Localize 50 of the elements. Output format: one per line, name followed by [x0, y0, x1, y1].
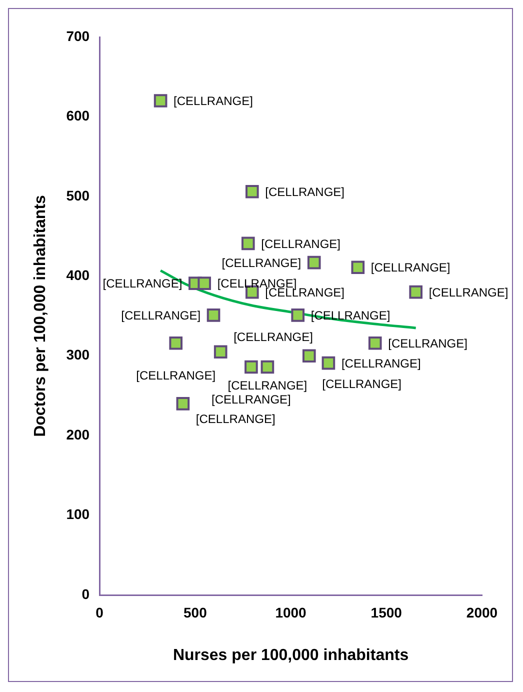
y-axis-title: Doctors per 100,000 inhabitants — [32, 194, 50, 437]
data-label: [CELLRANGE] — [217, 276, 297, 291]
data-label: [CELLRANGE] — [322, 377, 402, 392]
x-tick-label: 500 — [183, 604, 208, 620]
point — [169, 336, 183, 350]
point — [368, 336, 382, 350]
point — [244, 360, 258, 374]
x-tick-label: 1000 — [275, 604, 307, 620]
point — [176, 397, 190, 410]
point — [198, 276, 212, 290]
x-tick-label: 2000 — [466, 604, 498, 620]
data-label: [CELLRANGE] — [341, 356, 421, 370]
point — [409, 285, 422, 299]
y-tick-label: 700 — [66, 28, 90, 44]
y-tick-label: 0 — [82, 586, 90, 602]
data-label: [CELLRANGE] — [102, 276, 182, 291]
x-axis-title: Nurses per 100,000 inhabitants — [172, 646, 409, 664]
data-label: [CELLRANGE] — [121, 308, 201, 323]
data-label: [CELLRANGE] — [261, 236, 340, 251]
data-label: [CELLRANGE] — [310, 308, 390, 323]
data-label: [CELLRANGE] — [234, 330, 313, 344]
data-label: [CELLRANGE] — [428, 285, 508, 300]
point — [214, 345, 228, 359]
point — [206, 308, 220, 322]
data-label: [CELLRANGE] — [196, 412, 276, 426]
point — [241, 236, 255, 250]
point — [154, 94, 168, 108]
data-label: [CELLRANGE] — [228, 378, 308, 392]
x-tick-label: 1500 — [370, 604, 402, 620]
data-label: [CELLRANGE] — [222, 256, 302, 270]
point — [302, 349, 316, 363]
x-tick-label: 0 — [96, 604, 104, 620]
data-label: [CELLRANGE] — [136, 368, 216, 382]
point — [307, 256, 321, 270]
y-tick-label: 500 — [66, 187, 90, 204]
point — [351, 260, 365, 274]
data-label: [CELLRANGE] — [265, 184, 345, 199]
y-tick-label: 100 — [66, 506, 90, 522]
y-tick-label: 300 — [66, 346, 90, 363]
y-tick-label: 400 — [66, 267, 90, 283]
data-label: [CELLRANGE] — [388, 336, 468, 350]
point — [291, 308, 305, 322]
y-tick-label: 200 — [66, 426, 90, 442]
y-tick-label: 600 — [66, 108, 90, 124]
data-label: [CELLRANGE] — [370, 260, 450, 275]
point — [322, 356, 336, 370]
data-label: [CELLRANGE] — [174, 94, 253, 108]
point — [245, 184, 259, 198]
data-label: [CELLRANGE] — [212, 392, 291, 406]
point — [260, 360, 274, 374]
